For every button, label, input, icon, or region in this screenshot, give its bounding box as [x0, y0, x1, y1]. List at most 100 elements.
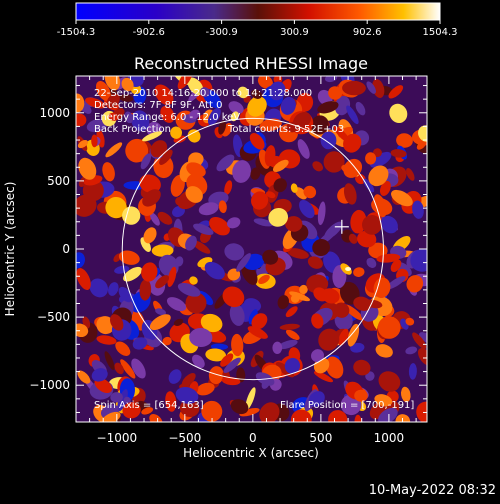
- colorbar-tick-label: -300.9: [205, 27, 237, 38]
- heatmap-blob: [364, 299, 383, 309]
- colorbar: -1504.3 -902.6 -300.9 300.9 902.6 1504.3: [57, 2, 458, 38]
- heatmap-blob: [157, 211, 173, 225]
- heatmap-blob: [223, 357, 241, 374]
- heatmap-blob: [108, 112, 118, 121]
- heatmap-blob: [210, 343, 229, 350]
- heatmap-blob: [140, 153, 152, 170]
- heatmap-blob: [239, 408, 260, 417]
- heatmap-blob: [149, 414, 163, 422]
- heatmap-blob: [342, 80, 366, 96]
- heatmap-blob: [142, 189, 161, 207]
- heatmap-blob: [251, 313, 268, 330]
- heatmap-blob: [160, 105, 175, 123]
- heatmap-blob: [218, 120, 226, 135]
- heatmap-features: [76, 76, 427, 422]
- heatmap-blob: [154, 84, 174, 106]
- heatmap-blob: [313, 287, 329, 302]
- heatmap-blob: [333, 302, 350, 318]
- heatmap-blob: [96, 335, 117, 345]
- heatmap-blob: [185, 235, 197, 251]
- heatmap-blob: [338, 328, 349, 346]
- heatmap-blob: [175, 197, 183, 206]
- heatmap-blob: [375, 344, 393, 358]
- solar-limb-circle: [121, 117, 384, 381]
- annotation-block: 22-Sep-2010 14:16:20.000 to 14:21:28.000…: [94, 88, 344, 135]
- heatmap-blob: [264, 145, 276, 167]
- heatmap-blob: [280, 96, 296, 115]
- heatmap-blob: [155, 275, 170, 289]
- heatmap-blob: [366, 257, 377, 268]
- heatmap-blob: [101, 411, 121, 422]
- heatmap-blob: [268, 208, 289, 227]
- heatmap-blob: [142, 131, 163, 142]
- heatmap-blob: [196, 382, 215, 396]
- heatmap-blob: [175, 386, 199, 404]
- footer-timestamp: 10-May-2022 08:32: [369, 483, 496, 498]
- heatmap-blob: [289, 291, 311, 302]
- heatmap-blob: [96, 316, 115, 335]
- heatmap-blob: [355, 101, 366, 116]
- heatmap-blob: [343, 158, 363, 178]
- heatmap-blob: [181, 373, 196, 387]
- heatmap-blob: [348, 233, 358, 244]
- heatmap-blob: [228, 101, 244, 114]
- heatmap-blob: [115, 341, 131, 356]
- heatmap-blob: [139, 279, 152, 301]
- heatmap-blob: [257, 76, 273, 89]
- heatmap-blob: [189, 276, 198, 285]
- heatmap-blob: [131, 110, 150, 132]
- heatmap-blob: [114, 362, 124, 375]
- heatmap-blob: [391, 189, 413, 207]
- flare-position-marker: [334, 219, 349, 234]
- heatmap-blob: [279, 323, 300, 331]
- heatmap-blob: [354, 389, 368, 402]
- x-axis-label: Heliocentric X (arcsec): [183, 446, 319, 460]
- heatmap-blob: [186, 162, 206, 178]
- axis-ticks: −1000 −500 0 500 1000 −1000 −500 0 500 1000: [29, 76, 427, 445]
- heatmap-blob: [362, 215, 382, 235]
- heatmap-blob: [155, 308, 167, 316]
- heatmap-blob: [311, 313, 324, 329]
- colorbar-tick-label: 300.9: [280, 27, 309, 38]
- heatmap-blob: [218, 200, 227, 214]
- heatmap-blob: [189, 327, 213, 348]
- heatmap-blob: [396, 133, 413, 148]
- heatmap-blob: [406, 275, 424, 293]
- heatmap-blob: [107, 282, 119, 296]
- heatmap-blob: [110, 392, 123, 403]
- heatmap-blob: [185, 292, 207, 314]
- heatmap-blob: [139, 174, 161, 193]
- heatmap-blob: [177, 282, 201, 297]
- heatmap-blob: [114, 265, 130, 274]
- heatmap-blob: [303, 185, 317, 199]
- y-tick-label: −1000: [29, 378, 70, 392]
- heatmap-blob: [253, 218, 274, 227]
- annotation-method: Back Projection: [94, 124, 171, 135]
- heatmap-blob: [170, 174, 185, 197]
- heatmap-blob: [248, 309, 258, 325]
- heatmap-blob: [272, 341, 283, 354]
- heatmap-blob: [110, 314, 124, 331]
- heatmap-blob: [363, 178, 375, 193]
- heatmap-blob: [258, 274, 270, 285]
- heatmap-blob: [418, 125, 427, 142]
- heatmap-blob: [272, 159, 289, 173]
- heatmap-blob: [201, 400, 223, 422]
- flare-position-label: Flare Position = [700,-191]: [280, 400, 414, 411]
- heatmap-blob: [378, 371, 401, 392]
- heatmap-blob: [230, 111, 239, 122]
- heatmap-blob: [200, 313, 223, 333]
- heatmap-blob: [388, 85, 404, 99]
- heatmap-blob: [324, 221, 343, 240]
- heatmap-blob: [251, 191, 269, 210]
- heatmap-blob: [94, 377, 113, 394]
- heatmap-blob: [273, 178, 287, 193]
- heatmap-blob: [334, 95, 351, 116]
- heatmap-blob: [179, 399, 200, 418]
- heatmap-blob: [343, 183, 357, 205]
- heatmap-blob: [328, 410, 348, 422]
- heatmap-blob: [149, 314, 171, 331]
- heatmap-blob: [386, 276, 406, 290]
- heatmap-blob: [350, 342, 365, 353]
